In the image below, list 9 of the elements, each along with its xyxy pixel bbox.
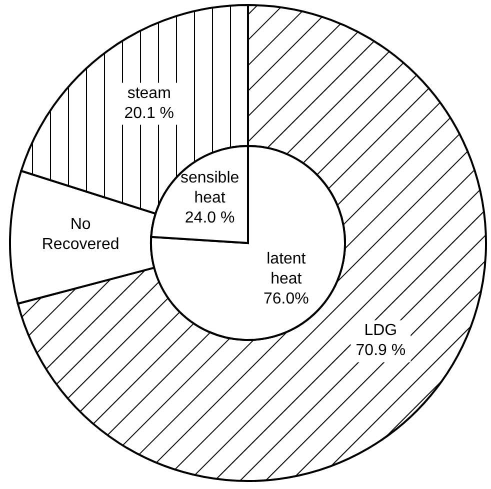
- data-label: 70.9 %: [356, 342, 406, 360]
- slice-label: steam: [127, 84, 171, 102]
- data-label: 20.1 %: [124, 104, 174, 122]
- slice-label: latent heat: [266, 250, 306, 288]
- slice-label: LDG: [364, 322, 398, 340]
- data-label: 24.0 %: [184, 209, 235, 226]
- slice-label: No Recovered: [42, 216, 120, 253]
- slice-label: sensible heat: [180, 169, 240, 206]
- data-label: 76.0%: [263, 290, 309, 308]
